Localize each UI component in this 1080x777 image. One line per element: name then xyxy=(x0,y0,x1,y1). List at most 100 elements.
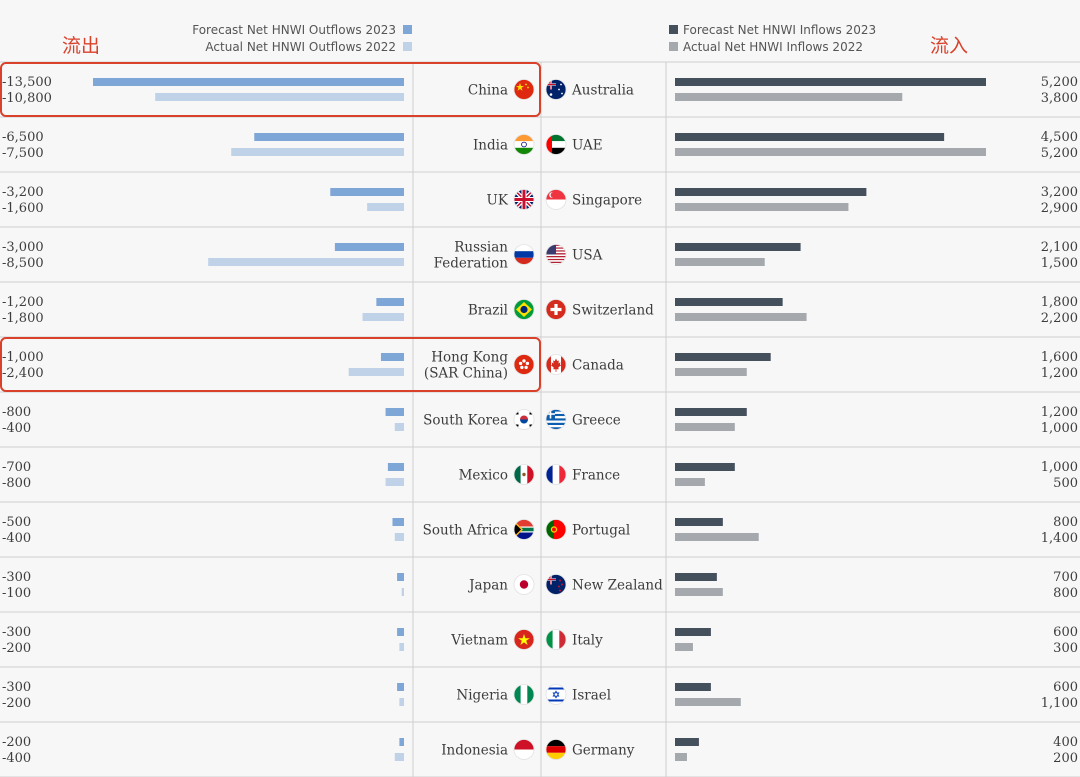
outflow-2023-bar xyxy=(397,573,404,581)
inflow-2023-value: 700 xyxy=(1053,570,1078,585)
highlight-box xyxy=(0,62,541,117)
outflow-country-name: Russian xyxy=(454,240,508,256)
inflow-2023-value: 1,600 xyxy=(1041,350,1078,365)
outflow-2023-bar xyxy=(334,243,404,251)
flag-australia-icon xyxy=(545,79,567,100)
outflow-2022-value: -200 xyxy=(2,696,31,711)
inflow-2023-bar xyxy=(675,573,717,581)
outflow-2022-bar xyxy=(401,588,404,596)
inflow-2022-bar xyxy=(675,93,903,101)
outflow-2023-bar xyxy=(397,683,404,691)
outflow-2023-value: -300 xyxy=(2,625,31,640)
outflow-2023-value: -500 xyxy=(2,515,31,530)
inflow-2023-bar xyxy=(675,78,986,86)
outflow-2023-value: -200 xyxy=(2,735,31,750)
outflow-2022-value: -8,500 xyxy=(2,256,44,271)
inflow-2022-value: 1,000 xyxy=(1041,421,1078,436)
inflow-2022-bar xyxy=(675,643,693,651)
inflow-2023-value: 2,100 xyxy=(1041,240,1078,255)
inflow-2023-bar xyxy=(675,353,771,361)
outflow-2023-value: -300 xyxy=(2,680,31,695)
inflow-2022-value: 2,200 xyxy=(1041,311,1078,326)
outflow-2023-bar xyxy=(254,133,404,141)
outflow-2023-value: -800 xyxy=(2,405,31,420)
outflow-2023-value: -1,000 xyxy=(2,350,44,365)
outflow-2023-value: -6,500 xyxy=(2,130,44,145)
inflow-2022-bar xyxy=(675,423,735,431)
inflow-2023-bar xyxy=(675,298,783,306)
outflow-2022-bar xyxy=(385,478,404,486)
flag-italy-icon xyxy=(545,629,567,650)
outflow-2023-value: -1,200 xyxy=(2,295,44,310)
inflow-2022-value: 1,100 xyxy=(1041,696,1078,711)
outflow-country-name: Japan xyxy=(467,578,508,594)
inflow-title-cn: 流入 xyxy=(930,35,968,57)
outflow-2022-bar xyxy=(348,368,404,376)
inflow-2022-value: 1,500 xyxy=(1041,256,1078,271)
flag-uk-icon xyxy=(513,189,535,210)
outflow-2023-value: -3,000 xyxy=(2,240,44,255)
inflow-2022-value: 5,200 xyxy=(1041,146,1078,161)
outflow-country-name: South Africa xyxy=(423,523,508,539)
inflow-2023-bar xyxy=(675,738,699,746)
legend-outflow-2022-swatch xyxy=(403,42,412,51)
outflow-2023-bar xyxy=(385,408,404,416)
flag-india-icon xyxy=(513,134,535,155)
outflow-2022-value: -200 xyxy=(2,641,31,656)
outflow-2022-bar xyxy=(394,533,404,541)
inflow-2023-bar xyxy=(675,408,747,416)
inflow-2022-value: 500 xyxy=(1053,476,1078,491)
inflow-2023-value: 400 xyxy=(1053,735,1078,750)
outflow-2023-bar xyxy=(380,353,404,361)
inflow-2022-bar xyxy=(675,753,687,761)
flag-hong-kong-icon xyxy=(513,354,535,375)
outflow-2022-value: -100 xyxy=(2,586,31,601)
inflow-2022-bar xyxy=(675,478,705,486)
outflow-2022-value: -2,400 xyxy=(2,366,44,381)
outflow-2023-bar xyxy=(376,298,404,306)
flag-south-africa-icon xyxy=(513,519,535,540)
inflow-2023-value: 5,200 xyxy=(1041,75,1078,90)
inflow-2023-bar xyxy=(675,518,723,526)
outflow-2023-bar xyxy=(93,78,404,86)
inflow-country-name: Canada xyxy=(572,358,624,374)
outflow-country-name: Mexico xyxy=(459,468,508,484)
outflow-2022-bar xyxy=(155,93,404,101)
inflow-country-name: UAE xyxy=(572,138,603,154)
inflow-2022-bar xyxy=(675,313,807,321)
inflow-2023-bar xyxy=(675,243,801,251)
outflow-2023-value: -13,500 xyxy=(2,75,52,90)
outflow-2022-value: -400 xyxy=(2,421,31,436)
outflow-country-name: Vietnam xyxy=(450,633,508,649)
inflow-2023-bar xyxy=(675,628,711,636)
outflow-2022-bar xyxy=(367,203,404,211)
flag-japan-icon xyxy=(513,574,535,595)
outflow-country-name: South Korea xyxy=(423,413,508,429)
flag-switzerland-icon xyxy=(545,299,567,320)
outflow-2023-bar xyxy=(387,463,404,471)
inflow-country-name: Italy xyxy=(572,633,603,649)
outflow-2023-value: -700 xyxy=(2,460,31,475)
flag-uae-icon xyxy=(545,134,567,155)
highlight-box xyxy=(0,337,541,392)
inflow-2022-value: 1,200 xyxy=(1041,366,1078,381)
outflow-2023-value: -3,200 xyxy=(2,185,44,200)
flag-mexico-icon xyxy=(513,464,535,485)
inflow-2023-value: 1,800 xyxy=(1041,295,1078,310)
flag-brazil-icon xyxy=(513,299,535,320)
outflow-2022-bar xyxy=(362,313,404,321)
outflow-2022-bar xyxy=(394,753,404,761)
inflow-country-name: Australia xyxy=(571,83,634,99)
flag-portugal-icon xyxy=(545,519,567,540)
outflow-2023-bar xyxy=(392,518,404,526)
inflow-2023-bar xyxy=(675,188,867,196)
outflow-2022-value: -10,800 xyxy=(2,91,52,106)
flag-israel-icon xyxy=(545,684,567,705)
inflow-country-name: Israel xyxy=(572,688,611,704)
